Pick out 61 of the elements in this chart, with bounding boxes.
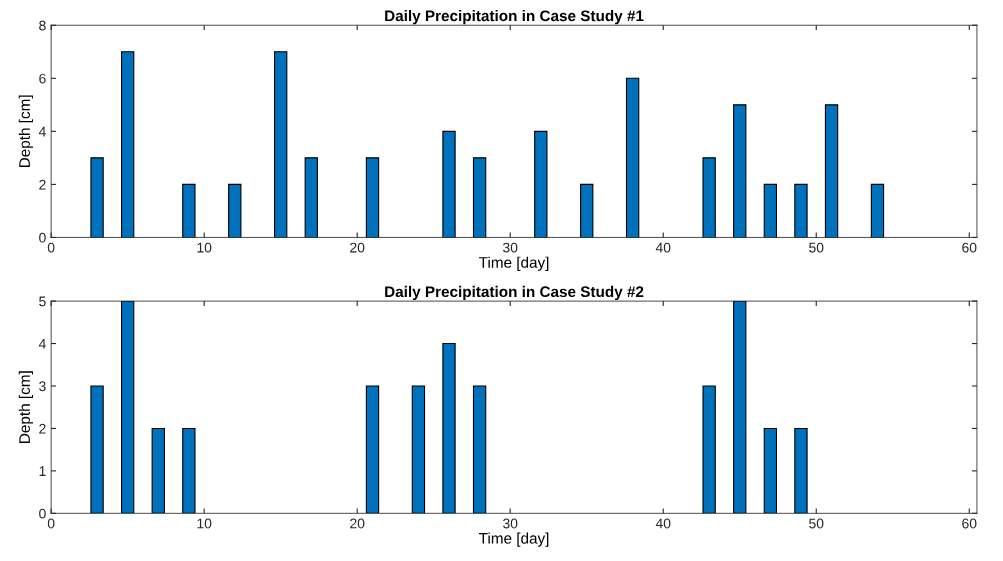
bar xyxy=(870,183,885,238)
bar xyxy=(442,130,456,238)
y-tick-label: 5 xyxy=(39,296,46,307)
bar xyxy=(120,51,135,238)
x-tick-label: 30 xyxy=(503,518,518,529)
bar xyxy=(228,183,242,238)
x-tick-label: 60 xyxy=(962,242,977,253)
bar xyxy=(763,183,778,238)
bar xyxy=(442,342,456,514)
bar xyxy=(90,385,104,514)
bar xyxy=(365,157,380,238)
x-tick-label: 40 xyxy=(655,242,671,253)
x-tick-label: 10 xyxy=(197,242,212,253)
x-tick-label: 0 xyxy=(47,518,55,529)
bar xyxy=(151,427,165,514)
bar xyxy=(90,157,104,238)
bar xyxy=(794,427,808,514)
x-tick-label: 60 xyxy=(962,518,977,529)
y-tick-label: 4 xyxy=(38,126,46,137)
x-tick-label: 40 xyxy=(655,518,671,529)
y-tick-label: 6 xyxy=(39,73,46,84)
bar xyxy=(702,385,716,514)
y-tick-label: 0 xyxy=(39,232,46,243)
bar xyxy=(702,157,716,238)
y-tick-label: 2 xyxy=(39,423,46,434)
bar xyxy=(411,385,426,514)
x-tick-label: 20 xyxy=(350,518,365,529)
bar xyxy=(824,104,839,238)
x-tick-label: 30 xyxy=(503,242,518,253)
x-tick-label: 10 xyxy=(197,518,212,529)
y-tick-label: 2 xyxy=(39,179,46,190)
y-tick-label: 8 xyxy=(39,20,46,31)
y-tick-label: 4 xyxy=(38,339,46,349)
bar xyxy=(274,51,288,238)
x-axis-title: Time [day] xyxy=(479,532,549,547)
y-axis-title: Depth [cm] xyxy=(18,371,34,443)
x-axis-title: Time [day] xyxy=(479,256,549,271)
bar xyxy=(625,77,640,238)
chart-title: Daily Precipitation in Case Study #2 xyxy=(385,285,644,301)
bar xyxy=(534,130,548,238)
chart-title: Daily Precipitation in Case Study #1 xyxy=(385,10,644,25)
y-tick-label: 0 xyxy=(39,508,46,519)
bar xyxy=(733,104,747,238)
bar xyxy=(733,301,747,514)
bar xyxy=(365,385,380,514)
bar xyxy=(472,157,487,238)
y-tick-label: 3 xyxy=(39,381,46,392)
bar xyxy=(472,385,487,514)
x-tick-label: 50 xyxy=(809,242,824,253)
bar xyxy=(120,301,135,514)
x-tick-label: 0 xyxy=(47,242,55,253)
y-tick-label: 1 xyxy=(39,466,46,476)
bar xyxy=(580,183,594,238)
bar xyxy=(182,427,196,514)
bar xyxy=(763,427,778,514)
bar xyxy=(794,183,808,238)
y-axis-title: Depth [cm] xyxy=(18,95,34,168)
x-tick-label: 20 xyxy=(350,242,365,253)
bar xyxy=(182,183,196,238)
bar xyxy=(304,157,318,238)
x-tick-label: 50 xyxy=(809,518,824,529)
